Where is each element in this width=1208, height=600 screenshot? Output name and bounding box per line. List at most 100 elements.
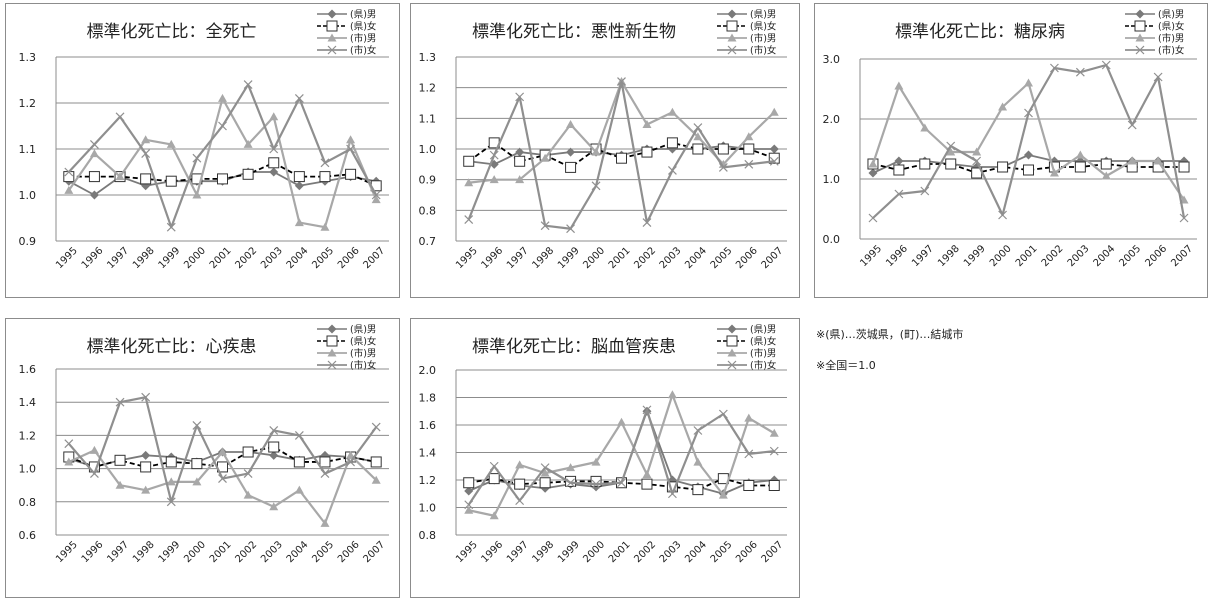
data-point: [515, 147, 525, 157]
data-point: [63, 171, 75, 183]
series-3: [464, 405, 779, 510]
data-point: [89, 149, 99, 158]
legend-marker: [1135, 45, 1145, 55]
data-point: [566, 224, 576, 234]
data-point: [89, 190, 99, 200]
data-point: [666, 137, 678, 149]
legend-marker: [327, 348, 337, 357]
y-tick-label: 1.0: [419, 143, 437, 156]
data-point: [489, 150, 499, 160]
x-tick-label: 2001: [607, 245, 633, 271]
x-tick-label: 1997: [105, 539, 131, 565]
legend-label: (県)男: [1158, 10, 1184, 21]
y-tick-label: 0.8: [419, 529, 437, 542]
series-2: [868, 78, 1189, 204]
data-point: [998, 210, 1008, 220]
data-point: [1100, 158, 1112, 170]
x-tick-label: 2005: [1118, 243, 1144, 269]
chart-title: 標準化死亡比：全死亡: [87, 22, 257, 42]
data-point: [371, 190, 381, 200]
legend-label: (県)女: [350, 336, 376, 348]
data-point: [166, 139, 176, 148]
legend-marker: [327, 33, 337, 42]
y-tick-label: 0.8: [419, 204, 437, 217]
data-point: [1024, 78, 1033, 87]
data-point: [972, 147, 982, 156]
series-3: [64, 80, 381, 232]
y-tick-label: 1.2: [19, 97, 37, 110]
data-point: [114, 454, 126, 466]
data-point: [743, 480, 755, 491]
data-point: [1127, 156, 1137, 165]
chart-title: 標準化死亡比：心疾患: [87, 337, 257, 357]
data-point: [920, 123, 930, 132]
legend-label: (市)男: [750, 348, 776, 360]
y-tick-label: 2.0: [419, 364, 437, 377]
data-point: [463, 155, 475, 167]
data-point: [64, 439, 74, 449]
data-point: [242, 168, 254, 180]
x-tick-label: 2006: [1143, 243, 1169, 269]
data-point: [294, 93, 304, 103]
legend: (県)男(県)女(市)男(市)女: [717, 9, 776, 57]
x-tick-label: 2003: [1066, 243, 1092, 269]
data-point: [667, 166, 677, 175]
x-tick-label: 2007: [1169, 243, 1195, 269]
data-point: [269, 502, 279, 511]
y-tick-label: 1.1: [419, 112, 437, 125]
data-point: [515, 496, 525, 506]
legend-label: (市)女: [350, 360, 376, 372]
data-point: [590, 475, 602, 487]
data-point: [489, 461, 499, 471]
data-point: [769, 446, 779, 456]
data-point: [243, 490, 253, 499]
data-point: [591, 457, 601, 466]
data-point: [320, 469, 330, 479]
data-point: [489, 511, 499, 520]
data-point: [320, 518, 330, 527]
data-point: [218, 93, 227, 102]
data-point: [769, 107, 779, 116]
x-tick-label: 2007: [760, 539, 786, 565]
legend-label: (県)男: [350, 325, 376, 336]
data-point: [1075, 150, 1085, 159]
series-3: [868, 60, 1189, 223]
series-1: [63, 157, 382, 192]
data-point: [515, 460, 525, 469]
series-3: [464, 77, 779, 234]
data-point: [768, 480, 780, 491]
data-point: [718, 490, 728, 499]
data-point: [919, 158, 931, 170]
x-tick-label: 2000: [988, 243, 1014, 269]
x-tick-label: 2003: [658, 245, 684, 271]
data-point: [998, 102, 1008, 111]
data-point: [218, 447, 227, 456]
data-point: [717, 143, 729, 155]
x-tick-label: 2003: [259, 245, 285, 271]
data-point: [489, 175, 499, 184]
legend-marker: [727, 324, 737, 334]
legend-label: (市)女: [750, 45, 776, 57]
data-point: [1127, 120, 1137, 130]
data-point: [591, 147, 601, 156]
x-tick-label: 1996: [884, 243, 910, 269]
x-tick-label: 2000: [182, 245, 208, 271]
x-tick-label: 2007: [760, 245, 786, 271]
x-tick-label: 2007: [362, 245, 388, 271]
data-point: [346, 135, 356, 144]
data-point: [540, 468, 550, 477]
y-tick-label: 1.0: [823, 173, 841, 186]
data-point: [218, 121, 227, 131]
data-point: [217, 173, 228, 185]
y-tick-label: 1.2: [419, 82, 437, 95]
y-tick-label: 1.2: [419, 474, 437, 487]
x-tick-label: 1997: [910, 243, 936, 269]
x-tick-label: 2006: [734, 539, 760, 565]
x-tick-label: 2006: [336, 245, 362, 271]
x-tick-label: 2005: [310, 245, 336, 271]
legend-marker: [726, 335, 738, 347]
data-point: [744, 132, 754, 141]
data-point: [539, 477, 551, 489]
data-point: [320, 158, 330, 168]
x-tick-label: 2001: [208, 539, 234, 565]
